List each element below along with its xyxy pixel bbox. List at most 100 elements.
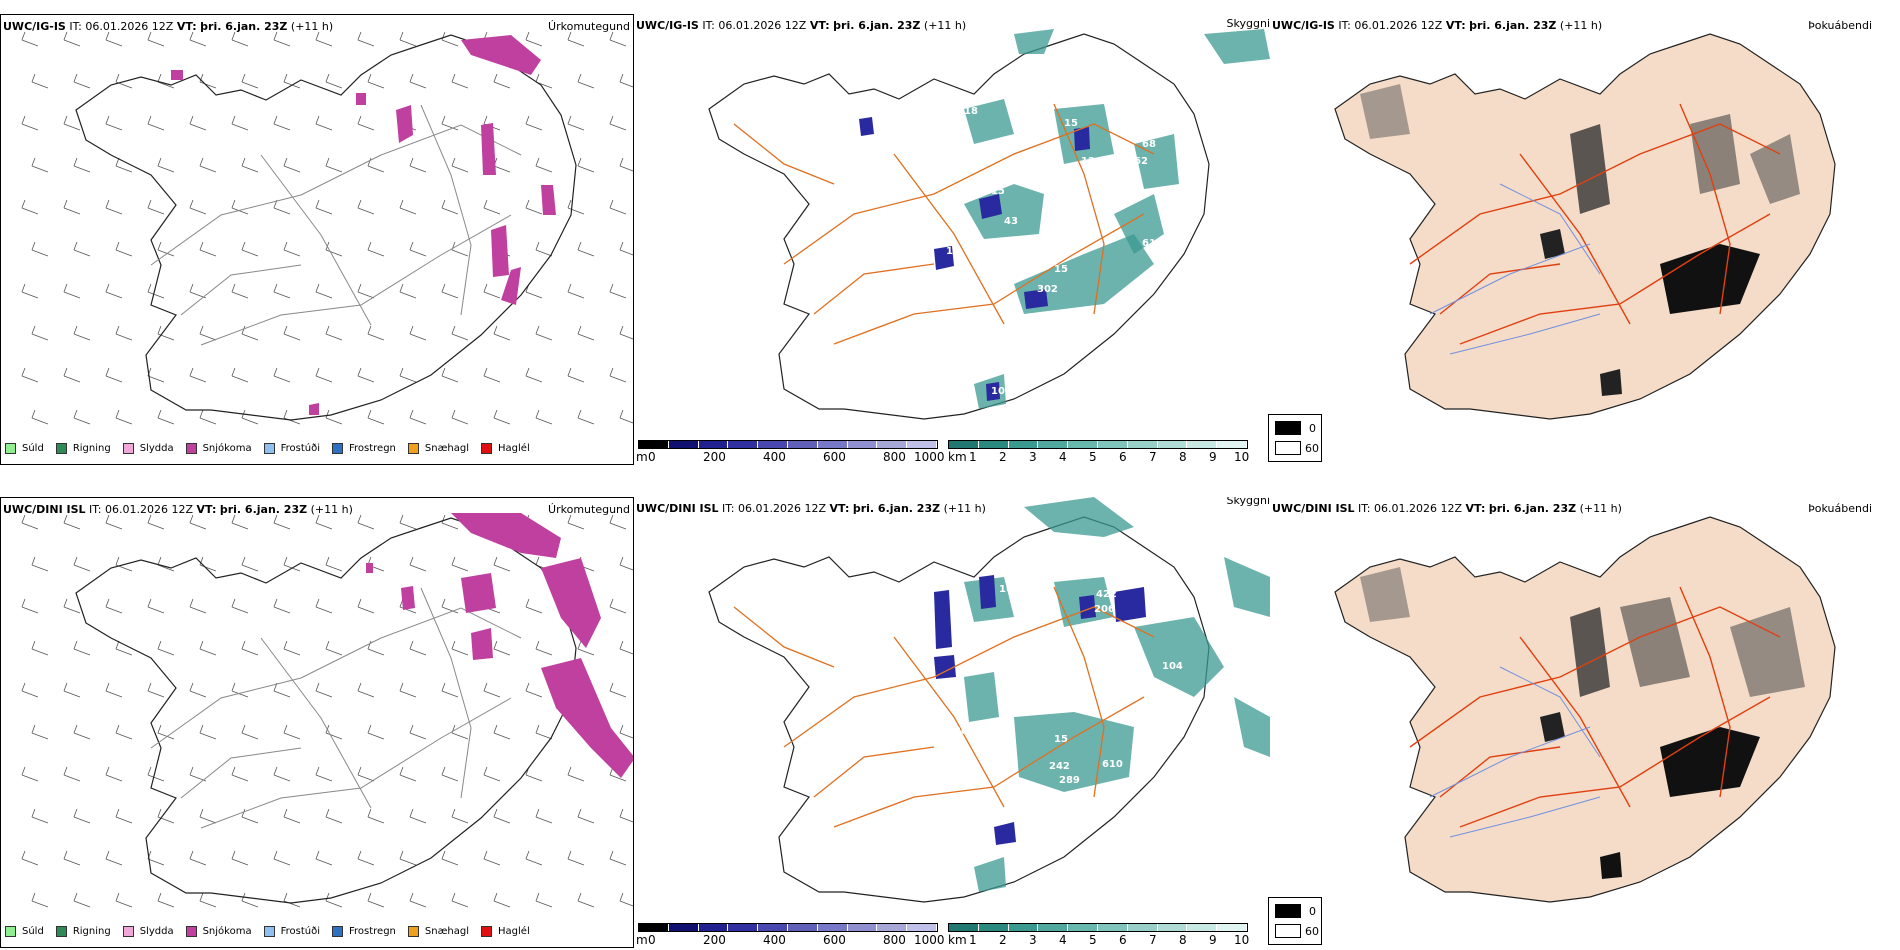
wind-barb bbox=[493, 73, 511, 89]
wind-barb bbox=[535, 640, 553, 656]
tick-label: 800 bbox=[883, 933, 906, 947]
iceland-coastline bbox=[75, 517, 577, 904]
precip-panel-bottom: UWC/DINI ISL IT: 06.01.2026 12Z VT: þri.… bbox=[0, 497, 634, 948]
wind-barb bbox=[31, 640, 49, 656]
wind-barb bbox=[273, 367, 291, 383]
roads bbox=[733, 586, 1155, 828]
wind-barb bbox=[273, 31, 291, 47]
wind-barb bbox=[241, 724, 259, 740]
wind-barb bbox=[525, 598, 543, 614]
fog-roads bbox=[1409, 586, 1781, 828]
wind-barb bbox=[441, 598, 459, 614]
wind-barb bbox=[357, 283, 375, 299]
wind-barb bbox=[283, 157, 301, 173]
wind-barb bbox=[105, 31, 123, 47]
legend-swatch bbox=[55, 443, 67, 454]
wind-barb bbox=[273, 283, 291, 299]
wind-barb bbox=[73, 808, 91, 824]
wind-barb bbox=[241, 556, 259, 572]
wind-barb bbox=[399, 850, 417, 866]
cloud-value-label: 106 bbox=[1166, 191, 1187, 202]
wind-barb bbox=[399, 682, 417, 698]
wind-barb bbox=[105, 115, 123, 131]
wind-barb bbox=[231, 367, 249, 383]
wind-barb bbox=[147, 31, 165, 47]
wind-barb bbox=[63, 682, 81, 698]
wind-barb bbox=[493, 892, 511, 908]
cloud-value-label: 61 bbox=[1142, 238, 1156, 249]
wind-barb bbox=[273, 514, 291, 530]
roads bbox=[150, 104, 522, 346]
fog-panel-bottom: UWC/DINI ISL IT: 06.01.2026 12Z VT: þri.… bbox=[1270, 497, 1900, 948]
wind-barb bbox=[73, 892, 91, 908]
fog-map bbox=[1334, 516, 1836, 903]
wind-barb bbox=[273, 199, 291, 215]
wind-barb bbox=[273, 766, 291, 782]
tick-label: 3 bbox=[1029, 933, 1037, 947]
wind-barb bbox=[441, 367, 459, 383]
wind-barb bbox=[619, 325, 633, 340]
iceland-coastline bbox=[75, 34, 577, 421]
tick-label: 200 bbox=[703, 933, 726, 947]
wind-barb bbox=[535, 892, 553, 908]
wind-barb bbox=[619, 556, 633, 571]
cloud-value-label: 302 bbox=[1037, 284, 1058, 295]
tick-label: 800 bbox=[883, 450, 906, 464]
wind-barb bbox=[493, 325, 511, 341]
wind-barb bbox=[409, 640, 427, 656]
wind-barb bbox=[325, 556, 343, 572]
cloud-value-label: 62 bbox=[1134, 156, 1148, 167]
tick-label: 1000 bbox=[914, 450, 945, 464]
cloud-value-label: 13 bbox=[744, 124, 758, 135]
rivers bbox=[1429, 666, 1601, 838]
cloud-value-label: 28 bbox=[1166, 206, 1180, 217]
wind-barb bbox=[31, 556, 49, 572]
legend-item: Frostúði bbox=[263, 926, 320, 937]
legend-item: Frostúði bbox=[263, 443, 320, 454]
wind-barb bbox=[273, 850, 291, 866]
wind-barb bbox=[577, 157, 595, 173]
wind-barb bbox=[63, 766, 81, 782]
cloud-panel-top: UWC/IG-IS IT: 06.01.2026 12Z VT: þri. 6.… bbox=[634, 14, 1270, 465]
wind-barb bbox=[189, 115, 207, 131]
wind-barb bbox=[483, 199, 501, 215]
wind-barb bbox=[73, 157, 91, 173]
legend-item: Rigning bbox=[55, 443, 111, 454]
panel-title: UWC/DINI ISL IT: 06.01.2026 12Z VT: þri.… bbox=[1272, 502, 1622, 515]
precip-legend: Súld Rigning Slydda Snjókoma Frostúði Fr… bbox=[5, 443, 542, 454]
wind-barb bbox=[535, 73, 553, 89]
wind-barb bbox=[367, 325, 385, 341]
wind-barb bbox=[315, 199, 333, 215]
legend-item: Snjókoma bbox=[185, 443, 252, 454]
wind-barb bbox=[399, 199, 417, 215]
wind-barb bbox=[73, 724, 91, 740]
tick-label: 400 bbox=[763, 933, 786, 947]
fog-high-swatch bbox=[1275, 904, 1301, 918]
cloud-base-unit: m bbox=[636, 933, 648, 947]
tick-label: 5 bbox=[1089, 933, 1097, 947]
tick-label: 9 bbox=[1209, 450, 1217, 464]
panel-title: UWC/DINI ISL IT: 06.01.2026 12Z VT: þri.… bbox=[636, 502, 986, 515]
rivers bbox=[1429, 183, 1601, 355]
wind-barb bbox=[147, 514, 165, 530]
wind-barb bbox=[535, 808, 553, 824]
wind-barb bbox=[493, 724, 511, 740]
wind-barb bbox=[241, 73, 259, 89]
wind-barb bbox=[357, 766, 375, 782]
wind-barb bbox=[283, 325, 301, 341]
wind-barb bbox=[199, 808, 217, 824]
wind-barb bbox=[31, 409, 49, 425]
wind-barb bbox=[577, 241, 595, 257]
wind-barb bbox=[315, 850, 333, 866]
legend-swatch bbox=[263, 443, 275, 454]
wind-barb bbox=[115, 325, 133, 341]
wind-barb bbox=[609, 682, 627, 698]
wind-barb bbox=[619, 157, 633, 172]
wind-barb bbox=[367, 241, 385, 257]
cloud-value-label: 131 bbox=[1019, 124, 1040, 135]
wind-barb bbox=[451, 556, 469, 572]
wind-barb bbox=[199, 892, 217, 908]
wind-barb bbox=[367, 640, 385, 656]
wind-barb bbox=[21, 682, 39, 698]
wind-barb bbox=[273, 682, 291, 698]
